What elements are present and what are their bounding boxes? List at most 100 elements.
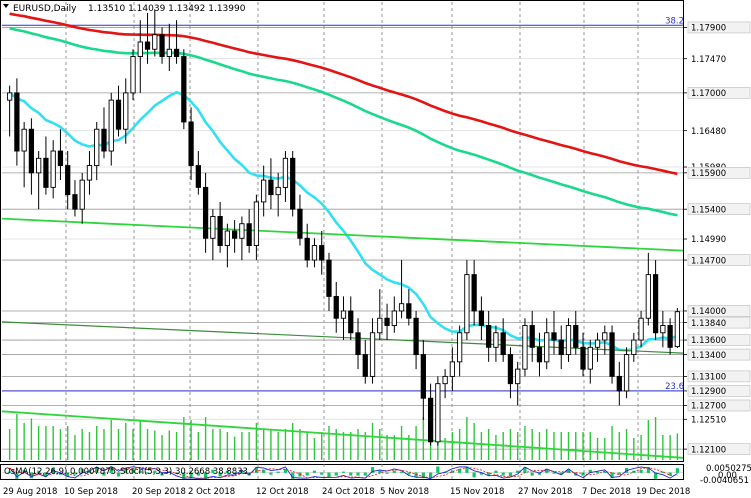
collapse-arrow-icon[interactable] [3,4,9,8]
fibo-label-23-6: 23.6 [665,382,684,392]
y-tick-box [687,203,751,215]
candle-body [246,223,252,246]
ema-144-line [9,27,678,217]
osma-bar [160,472,164,476]
y-tick-label: 1.14000 [691,307,726,317]
osma-bar [240,470,244,473]
y-tick-box [687,21,751,34]
candle-body [660,325,666,334]
osma-bar [646,467,650,473]
candle-body [115,99,122,130]
main-pane-frame [0,0,684,462]
y-tick-box [687,348,751,361]
candle-body [130,56,136,94]
osma-bar [283,468,288,473]
y-tick-box [687,305,751,317]
candle-body [173,48,180,57]
candle-body [573,325,579,348]
osma-bar [211,469,215,473]
candle-body [195,165,201,188]
osma-bar [494,470,498,473]
osma-bar [153,470,157,473]
ema-200-line [9,12,678,176]
symbol-timeframe: EURUSD,Daily [13,4,77,14]
y-tick-box [687,399,751,412]
osma-bar [465,466,469,473]
candle-body [580,346,586,370]
osma-bar [595,471,600,473]
osma-bar [196,472,200,476]
osma-bar [174,472,179,474]
y-tick-label: 1.13100 [691,373,726,383]
osma-bar [66,472,70,477]
candles [7,9,680,446]
osma-bar [479,472,484,475]
candle-body [398,303,405,312]
candle-body [500,332,506,356]
candle-body [609,332,615,377]
osma-bar [653,472,658,479]
candle-body [420,354,426,399]
candle-body [14,92,20,152]
osma-bar [305,472,309,476]
candle-body [631,339,637,356]
osma-bar [450,470,454,473]
candle-body [319,245,325,261]
osma-bar [603,471,607,473]
y-tick-box [687,385,751,397]
candle-body [224,230,230,246]
candle-body [275,186,281,196]
y-tick-box [687,334,751,346]
y-tick-label: 1.14700 [691,256,726,266]
x-tick-label: 5 Nov 2018 [380,487,429,497]
candle-body [36,157,42,174]
candle-body [623,354,630,392]
candle-body [674,311,680,348]
candle-body [355,332,361,356]
osma-bar [617,472,621,475]
y-tick-label: 1.17470 [691,55,726,65]
candle-body [348,310,354,334]
osma-bar [414,472,418,478]
x-tick-label: 15 Nov 2018 [450,487,504,497]
y-tick-label: 1.12510 [691,415,726,425]
candle-body [297,208,303,239]
candle-body [217,216,223,246]
osma-bar [262,469,266,473]
osma-bar [508,472,513,477]
y-tick-label: 1.15400 [691,205,726,215]
candle-body [123,92,129,130]
osma-bar [378,470,382,473]
candle-body [57,150,64,167]
osma-bar [537,472,542,475]
osma-bar [269,472,273,475]
time-axis: 29 Aug 2018 10 Sep 2018 20 Sep 2018 2 Oct 2… [3,487,690,497]
candle-body [594,339,601,348]
candle-body [602,332,608,341]
y-tick-box [687,254,751,266]
candle-body [406,303,412,319]
candle-body [449,361,455,377]
osma-bar [370,467,375,473]
candle-body [166,48,172,57]
candle-body [290,157,296,210]
candle-body [544,332,550,363]
osma-bar [675,468,679,473]
x-tick-label: 24 Oct 2018 [322,487,375,497]
osma-bar [363,472,367,476]
y-tick-label: 1.12700 [691,402,726,412]
candle-body [587,346,593,370]
osma-bar [545,468,549,473]
x-tick-label: 10 Sep 2018 [64,487,118,497]
y-tick-box [687,316,751,329]
candle-body [413,317,419,356]
x-tick-label: 2 Oct 2018 [188,487,235,497]
candle-body [435,383,441,443]
osma-bar [341,471,346,473]
candle-body [50,150,56,188]
candle-body [486,325,492,348]
osma-bar [639,469,643,473]
stoch-label: Stoch(5,3,3) 30.2668 38.8833 [120,467,248,477]
osma-bar [668,472,672,476]
y-tick-box [687,167,751,179]
